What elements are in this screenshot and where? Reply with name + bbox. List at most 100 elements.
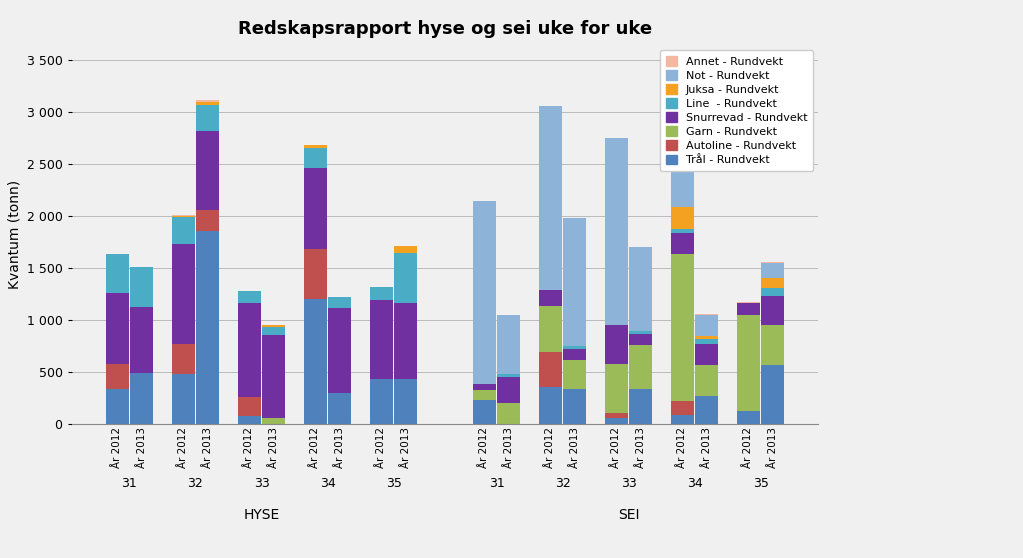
Bar (605, 138, 628, 325)
Bar (761, 296, 785, 325)
Bar (304, 169, 326, 249)
Bar (761, 365, 785, 424)
Bar (196, 100, 219, 102)
Bar (328, 393, 351, 424)
Bar (196, 102, 219, 105)
Bar (473, 400, 496, 424)
Bar (696, 396, 718, 424)
Bar (696, 339, 718, 344)
Text: 33: 33 (621, 477, 636, 490)
Bar (564, 218, 586, 346)
Bar (497, 374, 521, 377)
Bar (262, 418, 285, 424)
Bar (696, 365, 718, 396)
Bar (172, 344, 194, 374)
Bar (328, 307, 351, 393)
Bar (564, 346, 586, 349)
Bar (304, 146, 326, 147)
Bar (539, 106, 562, 290)
Bar (369, 379, 393, 424)
Bar (629, 334, 653, 345)
Bar (539, 306, 562, 352)
Bar (564, 389, 586, 424)
Bar (605, 325, 628, 364)
Bar (696, 344, 718, 365)
Bar (130, 306, 153, 373)
Bar (761, 277, 785, 288)
Bar (105, 253, 129, 293)
Bar (605, 418, 628, 424)
Bar (394, 304, 417, 379)
Bar (262, 335, 285, 418)
Bar (172, 215, 194, 216)
Bar (262, 327, 285, 335)
Bar (737, 304, 760, 315)
Bar (761, 325, 785, 365)
Bar (473, 200, 496, 383)
Bar (696, 336, 718, 339)
Text: 35: 35 (386, 477, 401, 490)
Bar (671, 415, 694, 424)
Bar (696, 315, 718, 336)
Bar (629, 389, 653, 424)
Bar (394, 379, 417, 424)
Bar (237, 291, 261, 304)
Text: 34: 34 (686, 477, 703, 490)
Bar (473, 383, 496, 390)
Text: 31: 31 (122, 477, 137, 490)
Bar (105, 389, 129, 424)
Bar (671, 233, 694, 253)
Bar (737, 302, 760, 304)
Bar (196, 210, 219, 230)
Text: 33: 33 (254, 477, 269, 490)
Text: 31: 31 (489, 477, 504, 490)
Bar (328, 297, 351, 307)
Bar (196, 131, 219, 210)
Bar (671, 253, 694, 401)
Bar (237, 304, 261, 397)
Bar (539, 387, 562, 424)
Bar (564, 359, 586, 389)
Text: SEI: SEI (618, 508, 639, 522)
Bar (761, 263, 785, 277)
Bar (761, 262, 785, 263)
Bar (394, 253, 417, 304)
Bar (629, 247, 653, 330)
Bar (105, 364, 129, 389)
Bar (671, 101, 694, 207)
Bar (172, 374, 194, 424)
Bar (605, 413, 628, 418)
Bar (172, 216, 194, 217)
Bar (369, 300, 393, 379)
Bar (130, 373, 153, 424)
Bar (304, 299, 326, 424)
Bar (394, 246, 417, 253)
Bar (539, 352, 562, 387)
Bar (737, 315, 760, 411)
Y-axis label: Kvantum (tonn): Kvantum (tonn) (7, 180, 21, 289)
Legend: Annet - Rundvekt, Not - Rundvekt, Juksa - Rundvekt, Line  - Rundvekt, Snurrevad : Annet - Rundvekt, Not - Rundvekt, Juksa … (660, 50, 813, 171)
Bar (130, 267, 153, 306)
Text: 34: 34 (319, 477, 336, 490)
Bar (605, 364, 628, 413)
Bar (564, 349, 586, 359)
Title: Redskapsrapport hyse og sei uke for uke: Redskapsrapport hyse og sei uke for uke (238, 20, 652, 37)
Bar (262, 325, 285, 327)
Bar (761, 288, 785, 296)
Bar (237, 397, 261, 416)
Text: 32: 32 (187, 477, 204, 490)
Bar (671, 229, 694, 233)
Bar (629, 330, 653, 334)
Bar (539, 290, 562, 306)
Bar (196, 105, 219, 131)
Bar (497, 403, 521, 424)
Bar (172, 244, 194, 344)
Text: 32: 32 (554, 477, 571, 490)
Bar (304, 249, 326, 299)
Bar (196, 230, 219, 424)
Bar (473, 390, 496, 400)
Bar (369, 287, 393, 300)
Bar (671, 207, 694, 229)
Bar (737, 411, 760, 424)
Text: HYSE: HYSE (243, 508, 279, 522)
